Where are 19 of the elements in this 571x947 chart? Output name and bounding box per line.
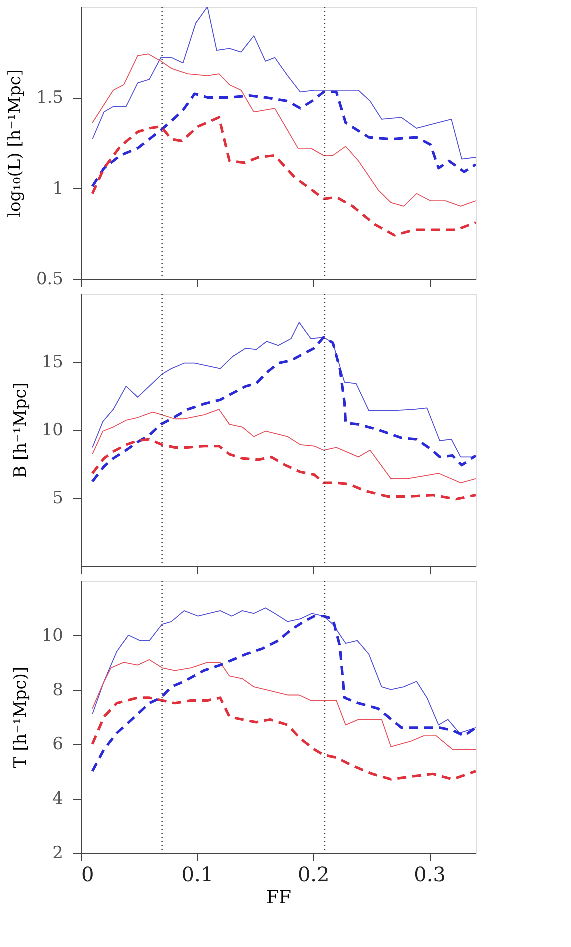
x-axis-title: FF xyxy=(266,888,292,908)
y-tick-label: 10 xyxy=(42,626,64,646)
y-axis-title: T [h⁻¹Mpc)] xyxy=(10,666,31,768)
x-tick-label: 0.3 xyxy=(414,862,446,886)
y-tick-label: 1 xyxy=(52,178,64,199)
y-tick-label: 5 xyxy=(52,488,64,508)
y-tick-label: 2 xyxy=(52,844,64,864)
y-tick-label: 8 xyxy=(52,680,64,700)
x-tick-label: 0.2 xyxy=(298,862,330,886)
y-axis-title: B [h⁻¹Mpc] xyxy=(10,382,31,478)
y-tick-label: 0.5 xyxy=(36,270,64,290)
x-tick-label: 0.1 xyxy=(182,862,214,886)
y-tick-label: 1.5 xyxy=(36,88,64,108)
y-tick-label: 6 xyxy=(52,734,64,755)
x-tick-label: 0 xyxy=(82,862,94,886)
y-tick-label: 10 xyxy=(42,420,64,440)
y-tick-label: 4 xyxy=(52,789,64,810)
y-tick-label: 15 xyxy=(42,352,64,372)
y-axis-title: log₁₀(L) [h⁻¹Mpc] xyxy=(5,70,26,218)
